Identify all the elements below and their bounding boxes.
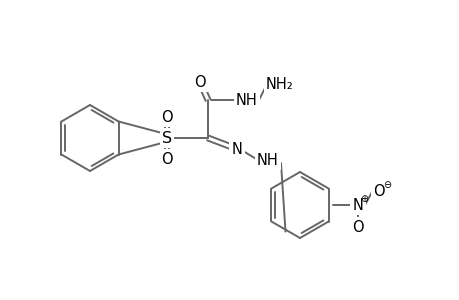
Text: ⊕: ⊕ (359, 194, 367, 204)
Text: O: O (194, 74, 205, 89)
Text: S: S (162, 130, 172, 146)
Text: O: O (352, 220, 363, 235)
Text: N: N (231, 142, 242, 157)
Text: NH₂: NH₂ (266, 76, 293, 92)
Text: ⊖: ⊖ (382, 180, 390, 190)
Text: O: O (372, 184, 384, 200)
Text: NH: NH (235, 92, 257, 107)
Text: O: O (161, 152, 173, 166)
Text: O: O (161, 110, 173, 124)
Text: NH: NH (257, 152, 278, 167)
Text: N: N (352, 197, 363, 212)
